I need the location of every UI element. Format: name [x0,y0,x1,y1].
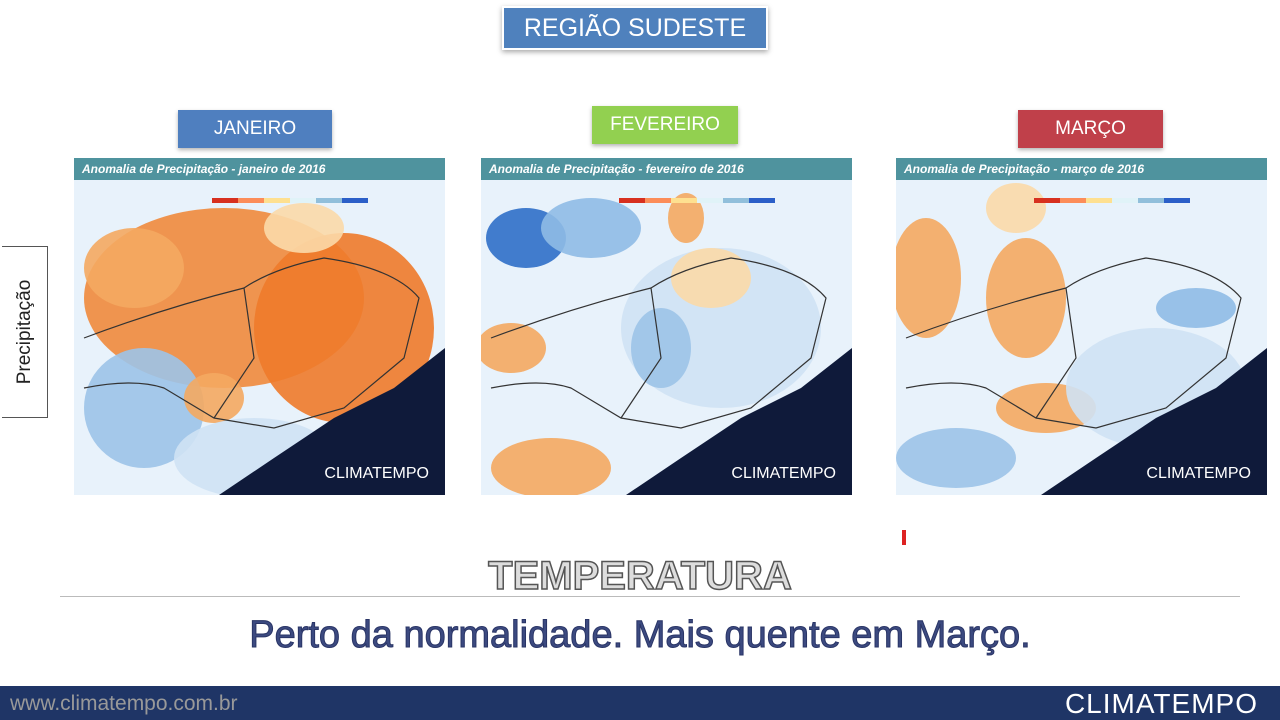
section-text: Perto da normalidade. Mais quente em Mar… [249,614,1032,657]
legend-swatch [1112,198,1138,203]
legend-swatch [749,198,775,203]
map: Anomalia de Precipitação - janeiro de 20… [74,158,445,495]
legend-swatch [1138,198,1164,203]
legend-swatch [238,198,264,203]
map: Anomalia de Precipitação - março de 2016… [896,158,1267,495]
anomaly [986,238,1066,358]
legend-swatch [1164,198,1190,203]
legend-swatch [1060,198,1086,203]
month-label: JANEIRO [178,110,332,148]
anomaly [896,428,1016,488]
map-title: Anomalia de Precipitação - janeiro de 20… [81,162,326,176]
legend-swatch [697,198,723,203]
map-header [74,158,445,180]
borders [490,257,827,429]
section-title: TEMPERATURA [487,553,792,599]
legend-swatch [619,198,645,203]
ocean [626,348,852,495]
borders [905,257,1242,429]
month-label: MARÇO [1018,110,1163,148]
map: Anomalia de Precipitação - fevereiro de … [481,158,852,495]
anomaly [1156,288,1236,328]
anomaly [254,233,434,423]
legend-swatch [342,198,368,203]
borders [83,257,420,429]
footer-logo: CLIMATEMPO [1064,688,1258,719]
legend-swatch [645,198,671,203]
legend-swatch [723,198,749,203]
footer-bar [0,686,1280,720]
map-header [896,158,1267,180]
anomaly [668,193,704,243]
anomaly [491,438,611,495]
marker [902,530,906,545]
anomaly [184,373,244,423]
side-label: Precipitação [13,279,35,385]
map-watermark: CLIMATEMPO [324,465,429,482]
anomaly [84,348,204,468]
legend-swatch [1086,198,1112,203]
month-label: FEVEREIRO [592,106,738,144]
map-watermark: CLIMATEMPO [1146,465,1251,482]
divider [60,596,1240,597]
anomaly [671,248,751,308]
legend-swatch [671,198,697,203]
legend-swatch [290,198,316,203]
legend-swatch [212,198,238,203]
anomaly [84,228,184,308]
map-title: Anomalia de Precipitação - março de 2016 [903,162,1144,176]
legend-swatch [264,198,290,203]
side-tab: Precipitação [2,246,48,418]
map-watermark: CLIMATEMPO [731,465,836,482]
legend-swatch [316,198,342,203]
anomaly [896,218,961,338]
anomaly [264,203,344,253]
anomaly [986,183,1046,233]
slide-title: REGIÃO SUDESTE [502,6,768,50]
map-title: Anomalia de Precipitação - fevereiro de … [488,162,744,176]
ocean [219,348,445,495]
anomaly [631,308,691,388]
footer-url: www.climatempo.com.br [10,692,238,715]
ocean [1041,348,1267,495]
map-header [481,158,852,180]
legend-swatch [1034,198,1060,203]
anomaly [541,198,641,258]
